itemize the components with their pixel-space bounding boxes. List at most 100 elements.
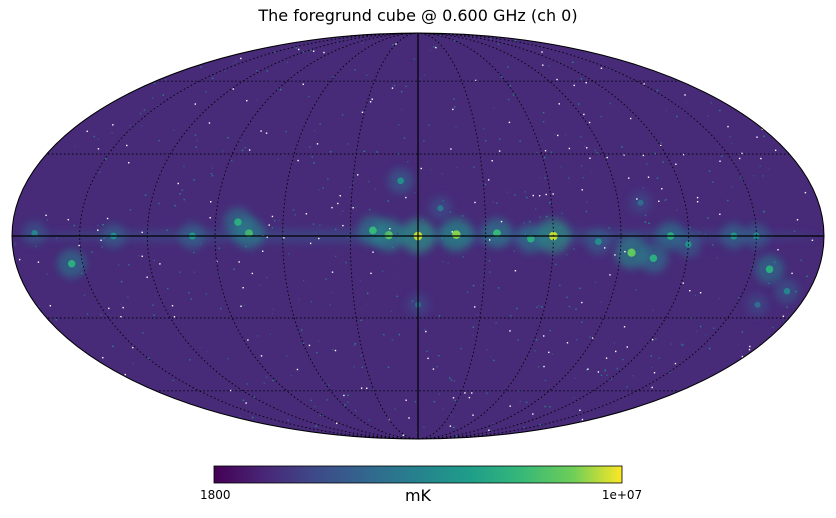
noise-speck xyxy=(152,97,154,99)
noise-speck xyxy=(462,221,464,223)
noise-speck xyxy=(14,244,16,246)
noise-speck xyxy=(487,179,490,181)
noise-speck xyxy=(393,84,396,87)
noise-speck xyxy=(230,159,233,162)
noise-speck xyxy=(629,117,632,120)
noise-speck xyxy=(741,331,744,333)
noise-speck xyxy=(413,58,416,60)
noise-speck xyxy=(210,201,212,203)
noise-speck xyxy=(583,113,585,116)
noise-speck xyxy=(541,51,543,53)
noise-speck xyxy=(748,348,751,351)
noise-speck xyxy=(556,78,558,81)
noise-speck xyxy=(316,143,319,145)
noise-speck xyxy=(234,239,237,242)
noise-speck xyxy=(433,400,435,403)
noise-speck xyxy=(600,301,602,303)
emission-core-22 xyxy=(31,229,38,237)
noise-speck xyxy=(80,265,83,268)
noise-speck xyxy=(544,405,546,408)
noise-speck xyxy=(426,350,428,353)
noise-speck xyxy=(310,399,312,402)
noise-speck xyxy=(491,160,493,162)
noise-speck xyxy=(449,377,451,379)
noise-speck xyxy=(644,214,647,216)
noise-speck xyxy=(166,229,168,231)
noise-speck xyxy=(712,244,714,246)
noise-speck xyxy=(594,149,597,152)
noise-speck xyxy=(704,233,707,236)
noise-speck xyxy=(387,366,390,369)
noise-speck xyxy=(153,259,155,262)
noise-speck xyxy=(548,65,550,67)
noise-speck xyxy=(282,154,285,157)
noise-speck xyxy=(500,76,503,78)
noise-speck xyxy=(604,247,606,249)
noise-speck xyxy=(302,342,305,344)
noise-speck xyxy=(99,171,101,174)
noise-speck xyxy=(489,271,491,273)
noise-speck xyxy=(356,174,359,176)
noise-speck xyxy=(727,199,729,202)
noise-speck xyxy=(411,300,414,302)
noise-speck xyxy=(380,246,382,249)
noise-speck xyxy=(280,88,282,91)
noise-speck xyxy=(272,308,274,311)
noise-speck xyxy=(762,175,764,177)
noise-speck xyxy=(427,357,429,360)
noise-speck xyxy=(288,253,290,255)
noise-speck xyxy=(339,195,341,197)
emission-core-7 xyxy=(595,238,602,245)
noise-speck xyxy=(592,337,594,339)
noise-speck xyxy=(346,143,349,145)
noise-speck xyxy=(86,313,89,315)
noise-speck xyxy=(719,213,721,215)
noise-speck xyxy=(514,270,517,272)
noise-speck xyxy=(539,423,542,426)
noise-speck xyxy=(405,399,407,401)
noise-speck xyxy=(244,146,246,149)
noise-speck xyxy=(310,49,312,51)
noise-speck xyxy=(405,196,407,199)
noise-speck xyxy=(268,224,270,226)
noise-speck xyxy=(409,179,411,181)
noise-speck xyxy=(253,396,255,398)
noise-speck xyxy=(363,150,366,153)
noise-speck xyxy=(509,85,512,87)
noise-speck xyxy=(239,415,241,418)
noise-speck xyxy=(112,345,114,348)
noise-speck xyxy=(429,169,432,171)
noise-speck xyxy=(759,165,761,167)
noise-speck xyxy=(97,229,99,231)
noise-speck xyxy=(648,222,650,225)
noise-speck xyxy=(241,149,244,152)
noise-speck xyxy=(699,292,702,294)
noise-speck xyxy=(789,287,791,289)
noise-speck xyxy=(242,399,245,401)
noise-speck xyxy=(552,193,554,195)
noise-speck xyxy=(440,34,442,37)
noise-speck xyxy=(387,200,390,202)
noise-speck xyxy=(811,239,814,242)
emission-core-8 xyxy=(627,248,636,257)
noise-speck xyxy=(623,154,625,156)
noise-speck xyxy=(319,224,321,226)
noise-speck xyxy=(342,210,344,213)
noise-speck xyxy=(335,255,337,258)
noise-speck xyxy=(177,182,179,185)
noise-speck xyxy=(542,111,545,114)
noise-speck xyxy=(354,409,357,412)
noise-speck xyxy=(331,206,333,209)
noise-speck xyxy=(737,344,739,346)
noise-speck xyxy=(245,245,247,248)
noise-speck xyxy=(159,263,161,265)
noise-speck xyxy=(316,351,318,354)
noise-speck xyxy=(419,78,422,80)
noise-speck xyxy=(532,413,534,415)
noise-speck xyxy=(35,245,37,248)
noise-speck xyxy=(120,280,123,283)
noise-speck xyxy=(683,153,685,156)
noise-speck xyxy=(524,233,527,235)
noise-speck xyxy=(493,359,495,362)
noise-speck xyxy=(605,357,608,359)
